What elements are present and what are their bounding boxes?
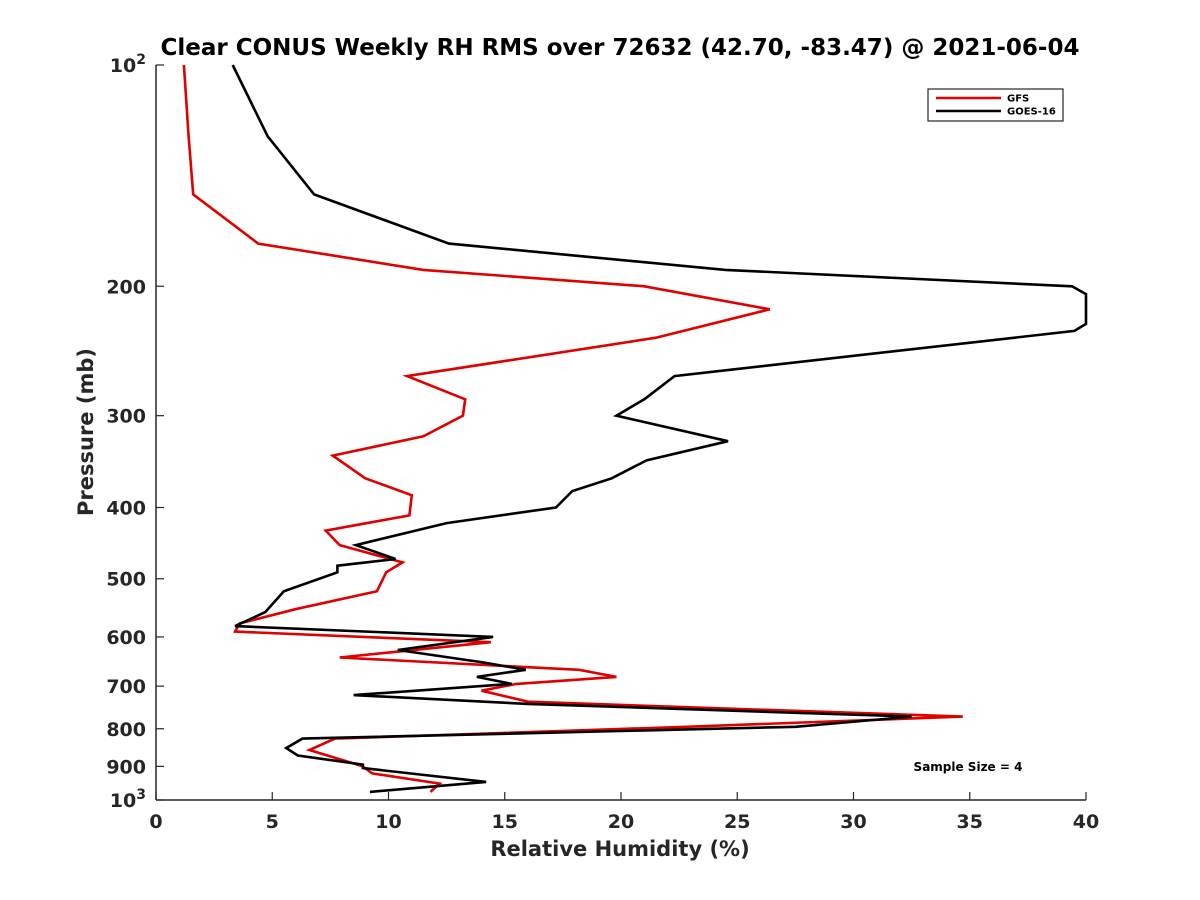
y-tick-exponent: 3 [136,787,146,803]
axes: 0 5 10 15 20 25 30 35 40102200300400500600700800… [106,52,1099,833]
y-axis-label: Pressure (mb) [74,348,98,516]
legend-box [927,88,1064,122]
y-tick-base: 10 [110,790,136,812]
y-tick-label: 400 [106,498,146,520]
x-tick-label: 35 [957,811,983,833]
series-lines [182,64,1088,794]
y-tick-label: 500 [106,569,146,591]
legend-label-goes-16: GOES-16 [1007,107,1056,118]
y-tick-label: 102 [110,52,146,77]
y-tick-label: 103 [110,787,146,812]
x-tick-label: 5 [266,811,279,833]
sample-size-annotation: Sample Size = 4 [914,760,1023,774]
legend-label-gfs: GFS [1007,94,1029,105]
y-tick-label: 800 [106,719,146,741]
y-tick-label: 300 [106,406,146,428]
x-tick-label: 25 [724,811,750,833]
x-tick-label: 20 [608,811,634,833]
y-tick-base: 10 [110,55,136,77]
x-tick-label: 30 [840,811,866,833]
chart-title: Clear CONUS Weekly RH RMS over 72632 (42… [161,35,1080,61]
x-axis-label: Relative Humidity (%) [490,837,749,861]
x-tick-label: 10 [375,811,401,833]
y-tick-exponent: 2 [136,52,146,68]
x-tick-label: 40 [1073,811,1099,833]
y-tick-label: 600 [106,627,146,649]
y-tick-label: 700 [106,676,146,698]
legend: GFS GOES-16 [927,88,1064,122]
series-line-goes-16 [231,64,1088,794]
y-tick-label: 900 [106,756,146,778]
y-tick-label: 200 [106,276,146,298]
x-tick-label: 0 [149,811,162,833]
x-tick-label: 15 [492,811,518,833]
